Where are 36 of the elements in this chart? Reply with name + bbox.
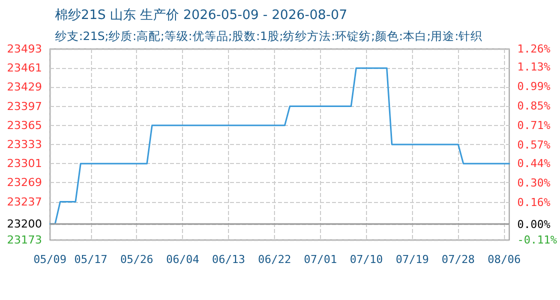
x-tick-label: 06/13: [212, 253, 246, 266]
x-tick-label: 05/09: [33, 253, 67, 266]
x-tick-label: 06/22: [258, 253, 292, 266]
x-tick-label: 07/19: [396, 253, 429, 266]
y-tick-label: 23365: [7, 118, 42, 132]
y2-tick-label: 0.16%: [517, 196, 551, 209]
y-tick-label: 23429: [7, 80, 42, 94]
y-tick-label: 23493: [7, 42, 42, 56]
x-tick-label: 07/01: [304, 253, 338, 266]
y2-tick-label: 0.57%: [517, 138, 551, 152]
y2-tick-label: 0.71%: [517, 119, 551, 132]
y2-tick-label: 0.00%: [517, 218, 551, 232]
y-tick-label: 23333: [7, 138, 42, 151]
y-tick-label: 23173: [7, 234, 42, 246]
y2-tick-label: 0.44%: [517, 156, 551, 170]
y2-tick-label: 1.26%: [517, 42, 551, 56]
y2-tick-label: 0.85%: [517, 100, 551, 113]
y-tick-label: 23461: [7, 62, 42, 75]
y-tick-label: 23200: [7, 217, 42, 230]
x-tick-label: 05/17: [74, 253, 108, 266]
y-tick-label: 23237: [7, 195, 42, 208]
y-tick-label: 23397: [7, 100, 42, 113]
line-series: [49, 67, 510, 225]
x-tick-label: 08/06: [488, 253, 521, 266]
y2-tick-label: 1.13%: [517, 60, 551, 74]
y2-tick-label: -0.11%: [517, 234, 558, 246]
x-tick-label: 06/04: [166, 253, 200, 266]
y-tick-label: 23269: [7, 176, 42, 190]
y2-tick-label: 0.99%: [517, 80, 551, 94]
x-tick-label: 07/28: [442, 253, 475, 266]
chart-title: 棉纱21S 山东 生产价 2026-05-09 - 2026-08-07: [55, 8, 348, 23]
y-tick-label: 23301: [7, 157, 42, 170]
x-tick-label: 07/10: [350, 253, 383, 266]
y2-tick-label: 0.30%: [517, 176, 551, 190]
x-tick-label: 05/26: [120, 253, 154, 266]
chart-subtitle: 纱支:21S;纱质:高配;等级:优等品;股数:1股;纺纱方法:环锭纺;颜色:本白;用途:针织: [55, 29, 483, 43]
